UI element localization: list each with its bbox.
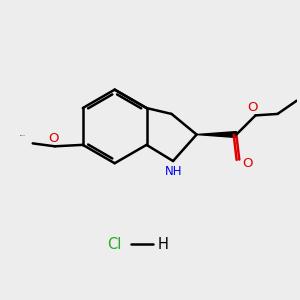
- Text: O: O: [247, 101, 258, 114]
- Text: O: O: [242, 157, 253, 169]
- Text: H: H: [158, 237, 169, 252]
- Text: O: O: [48, 132, 58, 145]
- Text: Cl: Cl: [107, 237, 122, 252]
- Polygon shape: [196, 132, 236, 137]
- Text: NH: NH: [165, 165, 182, 178]
- Text: methoxy: methoxy: [20, 134, 26, 136]
